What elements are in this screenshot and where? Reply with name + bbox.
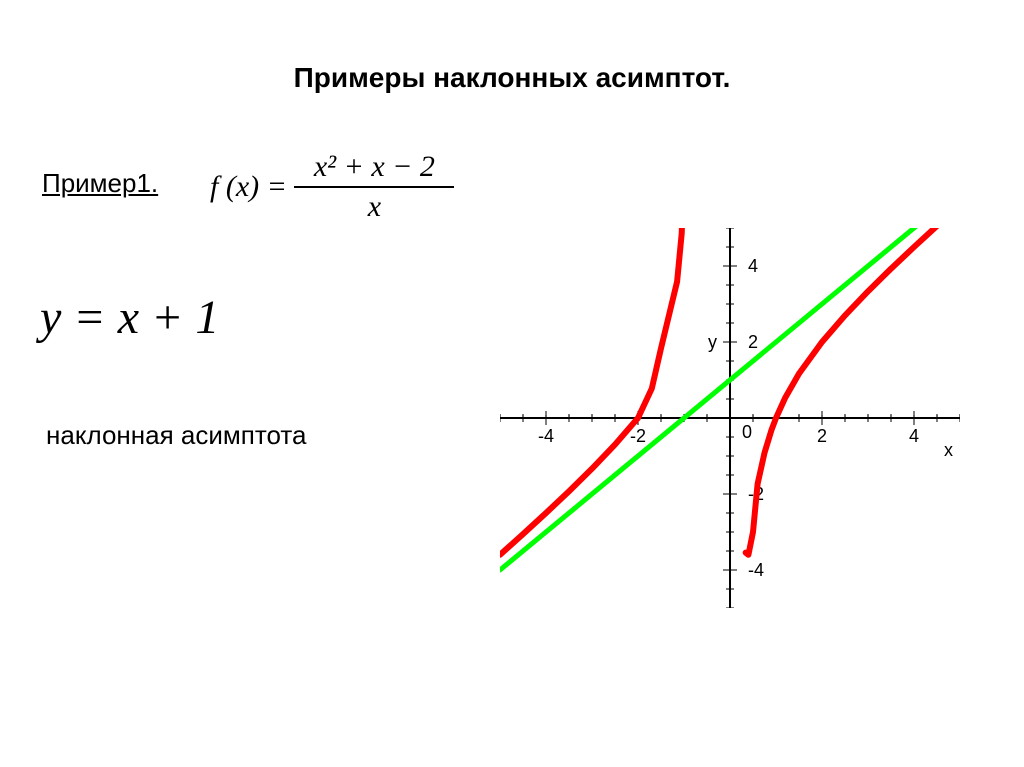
page-title: Примеры наклонных асимптот.: [0, 62, 1024, 94]
formula-fx-denominator: x: [294, 190, 454, 224]
formula-fx-left: f (x) =: [210, 170, 287, 204]
svg-text:4: 4: [748, 256, 758, 276]
formula-fx: f (x) = x² + x − 2 x: [210, 150, 454, 224]
svg-text:2: 2: [748, 332, 758, 352]
svg-text:0: 0: [742, 422, 752, 442]
chart-svg: -4-224-4-2240xy: [500, 228, 960, 608]
example-label: Пример1.: [42, 168, 158, 199]
svg-text:-4: -4: [538, 426, 554, 446]
svg-text:4: 4: [909, 426, 919, 446]
fraction-line: [294, 186, 454, 188]
svg-text:y: y: [708, 332, 717, 352]
formula-fx-fraction: x² + x − 2 x: [294, 150, 454, 224]
formula-fx-numerator: x² + x − 2: [294, 150, 454, 184]
caption-asymptote: наклонная асимптота: [46, 420, 306, 451]
formula-asymptote: y = x + 1: [40, 290, 219, 345]
svg-text:-4: -4: [748, 560, 764, 580]
svg-text:2: 2: [817, 426, 827, 446]
svg-text:x: x: [944, 440, 953, 460]
chart-container: -4-224-4-2240xy: [500, 228, 960, 608]
